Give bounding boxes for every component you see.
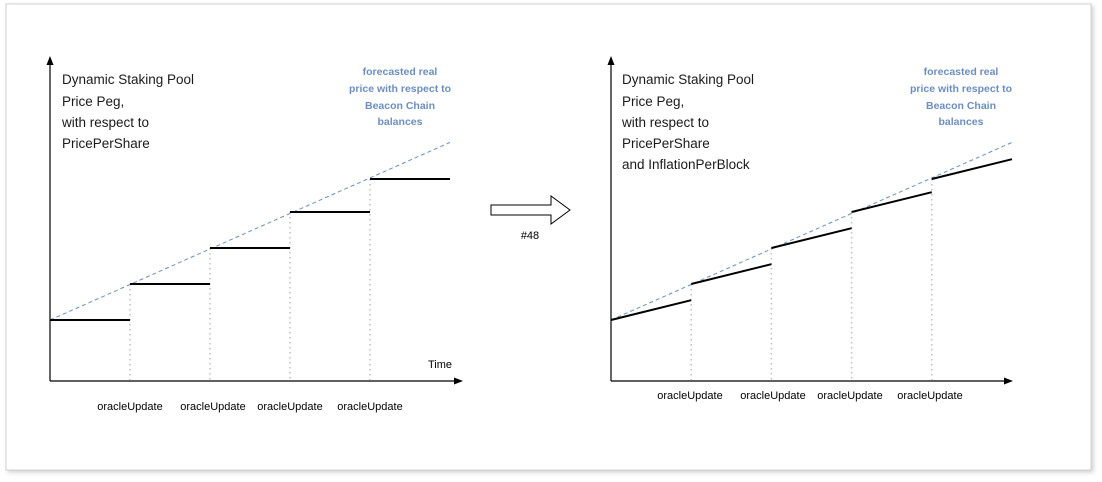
arrow-label: #48 — [521, 230, 539, 242]
right-title-line-1: Dynamic Staking Pool — [622, 72, 754, 87]
left-forecast-label-3: Beacon Chain — [365, 100, 435, 112]
right-title-line-2: Price Peg, — [622, 94, 684, 109]
left-chart: Dynamic Staking Pool Price Peg, with res… — [46, 56, 463, 413]
left-title-line-4: PricePerShare — [62, 136, 150, 151]
right-price-segment-1 — [610, 299, 692, 321]
right-tick-label-2: oracleUpdate — [740, 390, 805, 402]
right-tick-label-3: oracleUpdate — [817, 390, 882, 402]
right-forecast-label-1: forecasted real — [924, 66, 999, 78]
left-title-line-3: with respect to — [61, 115, 149, 130]
right-tick-label-4: oracleUpdate — [897, 390, 962, 402]
transition-arrow: #48 — [490, 195, 571, 242]
right-y-axis-arrowhead — [607, 56, 615, 65]
right-price-segment-3 — [771, 227, 852, 249]
right-x-axis-arrowhead — [1004, 377, 1013, 385]
right-price-segment-5 — [931, 158, 1013, 180]
right-title-line-4: PricePerShare — [622, 136, 710, 151]
left-tick-label-1: oracleUpdate — [97, 401, 162, 413]
left-tick-label-4: oracleUpdate — [337, 401, 402, 413]
right-chart: Dynamic Staking Pool Price Peg, with res… — [607, 56, 1013, 402]
left-x-axis-arrowhead — [454, 377, 463, 385]
left-x-axis-label: Time — [428, 359, 452, 371]
right-chart-marks — [610, 141, 1013, 381]
right-forecast-label-3: Beacon Chain — [926, 100, 996, 112]
right-price-segment-4 — [851, 191, 933, 213]
left-tick-label-3: oracleUpdate — [257, 401, 322, 413]
right-forecast-line — [610, 141, 1013, 321]
left-forecast-label-4: balances — [378, 116, 423, 128]
right-title-line-3: with respect to — [621, 115, 709, 130]
right-title-line-5: and InflationPerBlock — [622, 157, 750, 172]
right-price-segment-2 — [690, 263, 772, 285]
right-forecast-label-4: balances — [939, 116, 984, 128]
left-forecast-line — [49, 141, 451, 321]
left-forecast-label-1: forecasted real — [363, 66, 438, 78]
left-title-line-1: Dynamic Staking Pool — [62, 72, 194, 87]
page-frame — [5, 3, 1092, 471]
left-chart-marks — [49, 141, 451, 381]
left-tick-label-2: oracleUpdate — [180, 401, 245, 413]
right-forecast-label-2: price with respect to — [910, 83, 1012, 95]
left-title-line-2: Price Peg, — [62, 94, 124, 109]
right-arrow-icon — [490, 195, 571, 225]
left-y-axis-arrowhead — [46, 56, 54, 65]
left-forecast-label-2: price with respect to — [349, 83, 451, 95]
right-tick-label-1: oracleUpdate — [657, 390, 722, 402]
